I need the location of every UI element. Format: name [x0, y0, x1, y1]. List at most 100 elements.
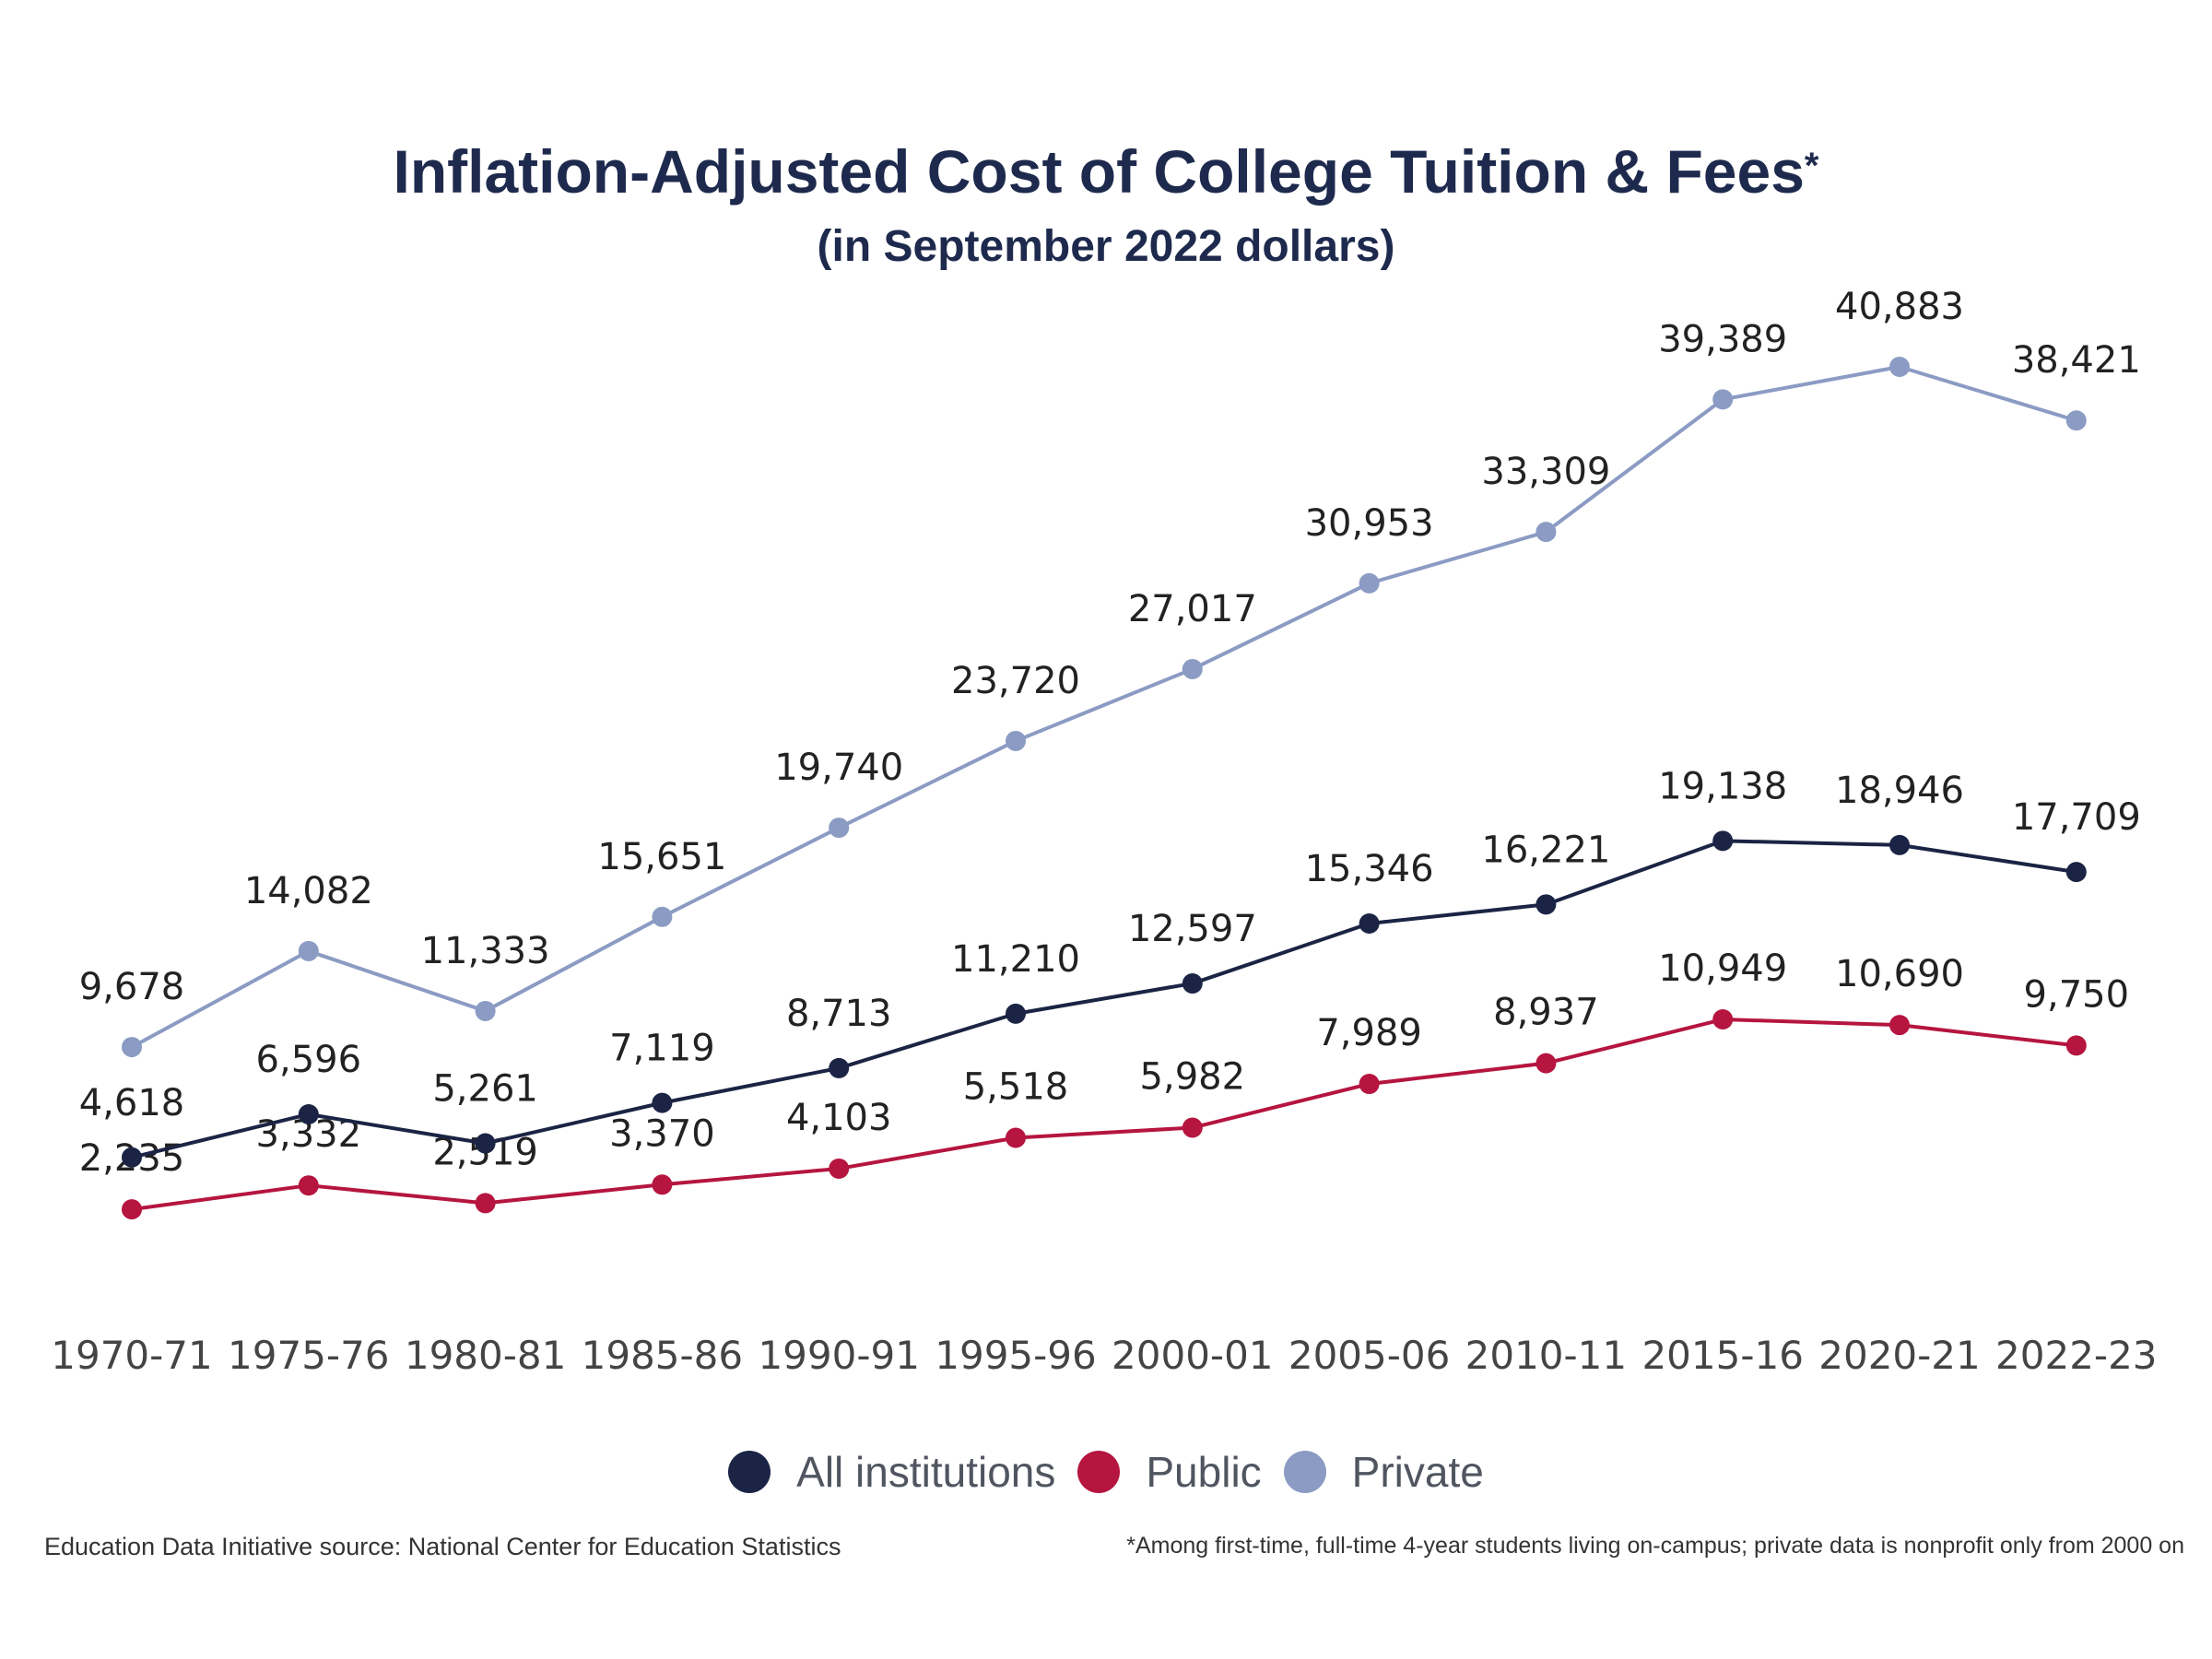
data-point-all-institutions — [1889, 834, 1910, 855]
data-label-public: 10,949 — [1658, 947, 1787, 990]
data-point-public — [829, 1158, 850, 1179]
data-label-all-institutions: 16,221 — [1481, 829, 1610, 871]
data-point-public — [1535, 1053, 1557, 1074]
data-point-all-institutions — [1712, 830, 1734, 852]
data-label-all-institutions: 5,261 — [432, 1068, 538, 1111]
data-label-private: 19,740 — [774, 747, 903, 789]
x-tick-label: 1985-86 — [582, 1333, 744, 1378]
x-tick-label: 2022-23 — [1995, 1333, 2158, 1378]
data-label-all-institutions: 7,119 — [609, 1028, 715, 1070]
legend-label-public: Public — [1146, 1448, 1262, 1496]
source-note: Education Data Initiative source: Nation… — [44, 1533, 841, 1560]
data-label-all-institutions: 18,946 — [1835, 770, 1964, 812]
data-point-all-institutions — [2065, 862, 2087, 883]
data-label-private: 23,720 — [951, 660, 1080, 702]
data-point-private — [1712, 389, 1734, 410]
data-point-all-institutions — [829, 1057, 850, 1078]
data-label-public: 8,937 — [1493, 992, 1599, 1034]
chart-title-text: Inflation-Adjusted Cost of College Tuiti… — [393, 137, 1805, 206]
data-label-private: 9,678 — [79, 966, 185, 1008]
x-tick-label: 2020-21 — [1818, 1333, 1981, 1378]
data-label-all-institutions: 4,618 — [79, 1082, 185, 1124]
data-point-all-institutions — [1182, 973, 1203, 994]
legend-swatch-all-institutions — [728, 1451, 771, 1493]
data-point-private — [2065, 410, 2087, 431]
data-label-all-institutions: 8,713 — [786, 993, 892, 1035]
data-point-private — [1006, 730, 1026, 751]
data-label-private: 39,389 — [1658, 318, 1787, 360]
chart-subtitle: (in September 2022 dollars) — [817, 222, 1395, 271]
data-label-all-institutions: 11,210 — [951, 938, 1080, 981]
data-label-private: 27,017 — [1128, 588, 1257, 630]
data-point-all-institutions — [475, 1133, 496, 1154]
data-point-public — [1889, 1015, 1910, 1036]
data-point-private — [652, 906, 673, 927]
x-tick-label: 2015-16 — [1641, 1333, 1804, 1378]
series-line-public — [131, 1018, 2077, 1212]
legend-label-all-institutions: All institutions — [796, 1448, 1056, 1496]
data-label-private: 30,953 — [1305, 502, 1434, 545]
data-label-private: 15,651 — [597, 836, 726, 878]
data-label-public: 5,982 — [1140, 1056, 1246, 1099]
data-point-private — [1359, 572, 1380, 594]
legend-label-private: Private — [1351, 1448, 1484, 1496]
data-label-all-institutions: 12,597 — [1128, 908, 1257, 950]
data-point-private — [298, 940, 319, 961]
data-point-private — [1889, 357, 1910, 377]
data-label-private: 40,883 — [1835, 286, 1964, 328]
series-line-private — [131, 365, 2077, 1049]
data-point-private — [829, 818, 850, 839]
footnote: *Among first-time, full-time 4-year stud… — [1126, 1533, 2184, 1559]
data-label-private: 14,082 — [244, 870, 373, 912]
data-label-all-institutions: 15,346 — [1305, 848, 1434, 890]
chart-legend: All institutions Public Private — [0, 1447, 2212, 1497]
data-label-all-institutions: 6,596 — [256, 1039, 362, 1081]
x-tick-label: 1975-76 — [228, 1333, 390, 1378]
series-line-all-institutions — [131, 839, 2077, 1159]
data-label-public: 3,370 — [609, 1112, 715, 1155]
data-label-all-institutions: 19,138 — [1658, 765, 1787, 807]
legend-item-private: Private — [1283, 1447, 1484, 1497]
data-point-all-institutions — [122, 1147, 142, 1168]
data-point-private — [122, 1037, 142, 1058]
data-point-public — [652, 1174, 673, 1195]
data-point-public — [1359, 1074, 1380, 1095]
legend-swatch-private — [1283, 1451, 1326, 1493]
data-point-all-institutions — [1006, 1003, 1026, 1024]
legend-item-all-institutions: All institutions — [728, 1447, 1055, 1497]
x-axis: 1970-71 1975-76 1980-81 1985-86 1990-91 1995-… — [51, 1333, 2157, 1378]
chart-title: Inflation-Adjusted Cost of College Tuiti… — [0, 136, 2212, 206]
legend-swatch-public — [1077, 1451, 1121, 1493]
x-tick-label: 2010-11 — [1465, 1333, 1628, 1378]
data-point-private — [1182, 658, 1203, 679]
data-point-private — [475, 1000, 496, 1021]
series-public: 2,2353,3322,5193,3704,1035,5185,9827,989… — [79, 947, 2130, 1220]
data-label-private: 33,309 — [1481, 451, 1610, 493]
data-label-public: 5,518 — [963, 1065, 1069, 1108]
data-point-public — [298, 1175, 319, 1196]
series-all-institutions: 4,618 6,596 5,261 7,119 8,713 11,210 12,597 15,… — [79, 765, 2141, 1168]
data-label-public: 4,103 — [786, 1097, 892, 1139]
x-tick-label: 1990-91 — [758, 1333, 920, 1378]
data-point-all-institutions — [1359, 913, 1380, 935]
data-label-public: 9,750 — [2024, 973, 2130, 1016]
data-point-public — [475, 1193, 496, 1214]
x-tick-label: 2005-06 — [1288, 1333, 1451, 1378]
data-point-public — [2065, 1035, 2087, 1056]
data-label-private: 11,333 — [421, 930, 550, 972]
data-point-private — [1535, 522, 1557, 543]
x-tick-label: 1995-96 — [935, 1333, 1097, 1378]
data-point-public — [122, 1199, 142, 1220]
data-label-public: 7,989 — [1316, 1012, 1422, 1054]
title-asterisk: * — [1804, 146, 1819, 186]
data-point-all-institutions — [652, 1092, 673, 1113]
x-tick-label: 1970-71 — [51, 1333, 213, 1378]
data-point-all-institutions — [1535, 894, 1557, 915]
data-point-all-institutions — [298, 1103, 319, 1124]
series-private: 9,678 14,082 11,333 15,651 19,740 23,720 27,01… — [79, 286, 2141, 1058]
x-tick-label: 2000-01 — [1112, 1333, 1274, 1378]
data-point-public — [1006, 1127, 1026, 1148]
legend-item-public: Public — [1077, 1447, 1262, 1497]
data-point-public — [1182, 1117, 1203, 1138]
